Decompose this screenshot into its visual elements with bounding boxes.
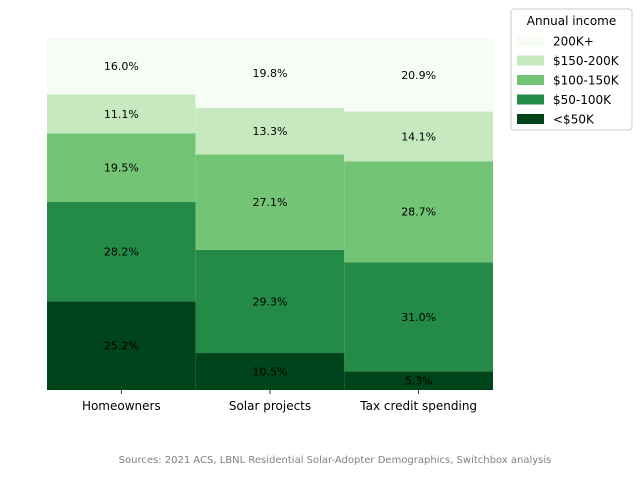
bar-homeowners-50k: [47, 301, 196, 390]
data-label-homeowners-100-150k: 19.5%: [104, 162, 139, 175]
data-label-homeowners-50k: 25.2%: [104, 340, 139, 353]
data-label-solar-projects-50k: 10.5%: [253, 366, 288, 379]
legend: Annual income 200K+ $150-200K $100-150K $50-…: [510, 8, 633, 131]
bars-layer: [47, 38, 493, 390]
data-label-homeowners-200k: 16.0%: [104, 60, 139, 73]
bar-tax-credit-spending-200k: [344, 38, 493, 112]
x-tick-label-tax-credit-spending: Tax credit spending: [359, 399, 477, 413]
x-tick-label-solar-projects: Solar projects: [229, 399, 311, 413]
source-note: Sources: 2021 ACS, LBNL Residential Sola…: [119, 455, 552, 466]
legend-label-50k: <$50K: [553, 113, 595, 127]
bar-tax-credit-spending-50k: [344, 371, 493, 390]
bar-tax-credit-spending-100-150k: [344, 161, 493, 263]
data-label-tax-credit-spending-200k: 20.9%: [401, 69, 436, 82]
bar-solar-projects-150-200k: [195, 107, 345, 155]
legend-swatch-50k: [517, 114, 544, 124]
data-label-solar-projects-100-150k: 27.1%: [253, 196, 288, 209]
legend-label-200k: 200K+: [553, 35, 594, 49]
bar-solar-projects-50k: [195, 353, 345, 390]
bar-tax-credit-spending-150-200k: [344, 111, 493, 162]
legend-swatch-50-100k: [517, 94, 544, 105]
data-label-tax-credit-spending-100-150k: 28.7%: [401, 206, 436, 219]
bar-solar-projects-100-150k: [195, 154, 345, 250]
legend-swatch-150-200k: [517, 55, 544, 66]
data-labels-layer: 25.2% 28.2% 19.5% 11.1% 16.0% 10.5% 29.3% 27.1%…: [104, 60, 436, 388]
legend-label-50-100k: $50-100K: [553, 93, 612, 107]
x-axis: Homeowners Solar projects Tax credit spend…: [82, 390, 477, 413]
data-label-homeowners-150-200k: 11.1%: [104, 108, 139, 121]
bar-solar-projects-200k: [195, 38, 345, 108]
data-label-homeowners-50-100k: 28.2%: [104, 246, 139, 259]
legend-swatch-100-150k: [517, 75, 544, 85]
data-label-solar-projects-50-100k: 29.3%: [253, 295, 288, 308]
data-label-solar-projects-150-200k: 13.3%: [253, 125, 288, 138]
legend-title: Annual income: [527, 14, 616, 28]
bar-homeowners-200k: [47, 38, 196, 95]
bar-tax-credit-spending-50-100k: [344, 262, 493, 372]
data-label-tax-credit-spending-150-200k: 14.1%: [401, 130, 436, 143]
legend-label-100-150k: $100-150K: [553, 74, 620, 88]
bar-solar-projects-50-100k: [195, 249, 345, 354]
legend-swatch-200k: [517, 36, 544, 46]
legend-label-150-200k: $150-200K: [553, 54, 620, 68]
data-label-tax-credit-spending-50k: 5.3%: [405, 375, 433, 388]
data-label-solar-projects-200k: 19.8%: [253, 67, 288, 80]
bar-homeowners-150-200k: [47, 94, 196, 134]
x-tick-label-homeowners: Homeowners: [82, 399, 161, 413]
bar-homeowners-100-150k: [47, 133, 196, 203]
bar-homeowners-50-100k: [47, 202, 196, 302]
data-label-tax-credit-spending-50-100k: 31.0%: [401, 311, 436, 324]
